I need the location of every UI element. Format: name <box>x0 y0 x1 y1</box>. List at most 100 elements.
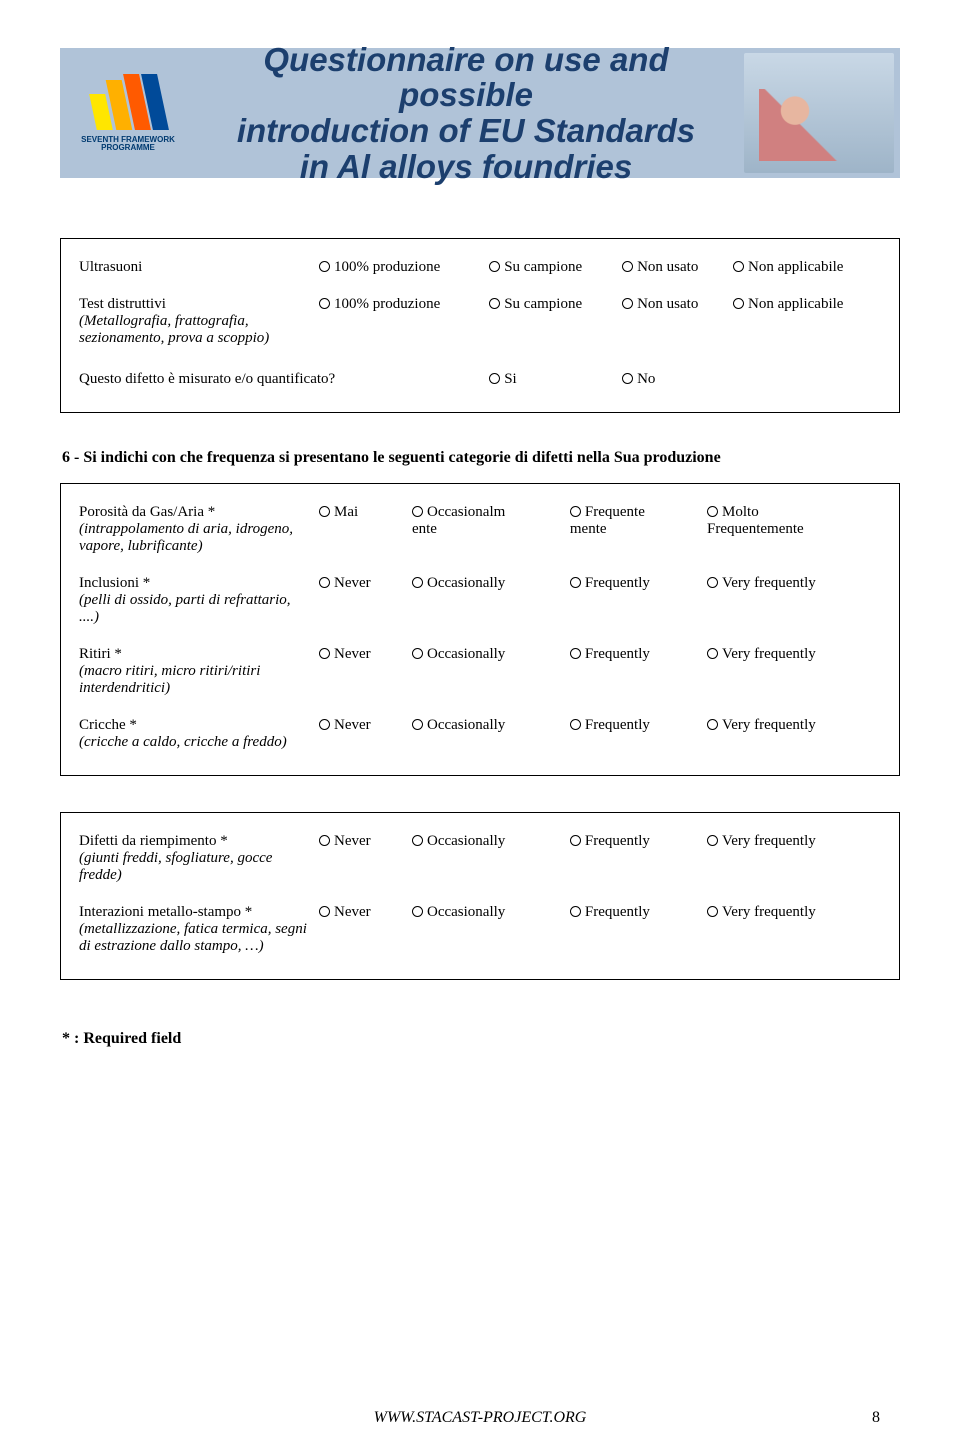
yn-question: Questo difetto è misurato e/o quantifica… <box>79 371 335 387</box>
radio-icon <box>570 719 581 730</box>
row-desc: (intrappolamento di aria, idrogeno, vapo… <box>79 521 293 554</box>
banner-title: Questionnaire on use and possible introd… <box>188 42 744 185</box>
footer-url: WWW.STACAST-PROJECT.ORG <box>0 1409 960 1427</box>
page-number: 8 <box>872 1409 880 1427</box>
radio-icon <box>319 648 330 659</box>
radio-icon <box>570 906 581 917</box>
radio-icon <box>412 577 423 588</box>
radio-icon <box>707 648 718 659</box>
opt-occasionally[interactable]: Occasionally <box>408 894 566 965</box>
row-label: Cricche * <box>79 717 137 733</box>
radio-icon <box>412 506 423 517</box>
required-field-note: * : Required field <box>62 1030 900 1048</box>
opt-occasionally[interactable]: Occasionally <box>408 565 566 636</box>
opt-100[interactable]: 100% produzione <box>315 286 485 357</box>
fp7-flag-icon <box>93 74 163 134</box>
opt-frequently[interactable]: Frequently <box>566 894 703 965</box>
radio-icon <box>319 835 330 846</box>
radio-icon <box>319 298 330 309</box>
row-desc: (macro ritiri, micro ritiri/ritiri inter… <box>79 663 260 696</box>
opt-very-frequently[interactable]: Very frequently <box>703 565 885 636</box>
opt-frequently[interactable]: Frequently <box>566 823 703 894</box>
fp7-logo: SEVENTH FRAMEWORK PROGRAMME <box>68 63 188 163</box>
row-label: Interazioni metallo-stampo * <box>79 904 252 920</box>
row-desc: (giunti freddi, sfogliature, gocce fredd… <box>79 850 272 883</box>
row-desc: (metallizzazione, fatica termica, segni … <box>79 921 307 954</box>
row-label: Ultrasuoni <box>79 259 142 275</box>
row-yesno: Questo difetto è misurato e/o quantifica… <box>75 357 885 398</box>
opt-na[interactable]: Non applicabile <box>729 286 885 357</box>
radio-icon <box>570 648 581 659</box>
radio-icon <box>319 719 330 730</box>
radio-icon <box>489 261 500 272</box>
opt-frequently[interactable]: Frequently <box>566 707 703 761</box>
opt-never[interactable]: Never <box>315 636 408 707</box>
row-destructive: Test distruttivi (Metallografia, frattog… <box>75 286 885 357</box>
row-shrinkage: Ritiri * (macro ritiri, micro ritiri/rit… <box>75 636 885 707</box>
opt-never[interactable]: Mai <box>315 494 408 565</box>
fp7-logo-text: SEVENTH FRAMEWORK PROGRAMME <box>81 136 175 152</box>
row-ultrasuoni: Ultrasuoni 100% produzione Su campione N… <box>75 249 885 286</box>
question-box-tests: Ultrasuoni 100% produzione Su campione N… <box>60 238 900 413</box>
radio-icon <box>707 506 718 517</box>
opt-yes[interactable]: Si <box>485 357 618 398</box>
row-porosity: Porosità da Gas/Aria * (intrappolamento … <box>75 494 885 565</box>
opt-never[interactable]: Never <box>315 894 408 965</box>
opt-very-frequently[interactable]: Very frequently <box>703 636 885 707</box>
row-die-interaction: Interazioni metallo-stampo * (metallizza… <box>75 894 885 965</box>
radio-icon <box>707 906 718 917</box>
opt-very-frequently[interactable]: MoltoFrequentemente <box>703 494 885 565</box>
radio-icon <box>622 373 633 384</box>
radio-icon <box>412 719 423 730</box>
radio-icon <box>733 261 744 272</box>
radio-icon <box>622 261 633 272</box>
row-label: Porosità da Gas/Aria * <box>79 504 215 520</box>
radio-icon <box>570 835 581 846</box>
opt-frequently[interactable]: Frequently <box>566 636 703 707</box>
section-6-heading: 6 - Si indichi con che frequenza si pres… <box>62 449 900 467</box>
row-desc: (cricche a caldo, cricche a freddo) <box>79 734 287 750</box>
radio-icon <box>570 577 581 588</box>
opt-100[interactable]: 100% produzione <box>315 249 485 286</box>
radio-icon <box>489 373 500 384</box>
radio-icon <box>319 261 330 272</box>
radio-icon <box>733 298 744 309</box>
question-box-defects-1: Porosità da Gas/Aria * (intrappolamento … <box>60 483 900 776</box>
radio-icon <box>319 906 330 917</box>
opt-frequently[interactable]: Frequentemente <box>566 494 703 565</box>
row-label: Inclusioni * <box>79 575 150 591</box>
opt-never[interactable]: Never <box>315 707 408 761</box>
radio-icon <box>412 906 423 917</box>
opt-very-frequently[interactable]: Very frequently <box>703 894 885 965</box>
radio-icon <box>707 719 718 730</box>
radio-icon <box>319 577 330 588</box>
radio-icon <box>622 298 633 309</box>
row-label: Difetti da riempimento * <box>79 833 228 849</box>
radio-icon <box>319 506 330 517</box>
opt-sample[interactable]: Su campione <box>485 249 618 286</box>
opt-very-frequently[interactable]: Very frequently <box>703 707 885 761</box>
opt-occasionally[interactable]: Occasionally <box>408 823 566 894</box>
opt-no[interactable]: No <box>618 357 729 398</box>
radio-icon <box>412 835 423 846</box>
opt-frequently[interactable]: Frequently <box>566 565 703 636</box>
opt-sample[interactable]: Su campione <box>485 286 618 357</box>
row-desc: (pelli di ossido, parti di refrattario, … <box>79 592 291 625</box>
opt-occasionally[interactable]: Occasionalmente <box>408 494 566 565</box>
opt-unused[interactable]: Non usato <box>618 249 729 286</box>
opt-na[interactable]: Non applicabile <box>729 249 885 286</box>
opt-never[interactable]: Never <box>315 823 408 894</box>
radio-icon <box>412 648 423 659</box>
opt-unused[interactable]: Non usato <box>618 286 729 357</box>
opt-very-frequently[interactable]: Very frequently <box>703 823 885 894</box>
question-box-defects-2: Difetti da riempimento * (giunti freddi,… <box>60 812 900 980</box>
radio-icon <box>707 835 718 846</box>
row-label: Test distruttivi <box>79 296 166 312</box>
opt-occasionally[interactable]: Occasionally <box>408 636 566 707</box>
row-inclusions: Inclusioni * (pelli di ossido, parti di … <box>75 565 885 636</box>
radio-icon <box>489 298 500 309</box>
opt-occasionally[interactable]: Occasionally <box>408 707 566 761</box>
row-label: Ritiri * <box>79 646 122 662</box>
row-cracks: Cricche * (cricche a caldo, cricche a fr… <box>75 707 885 761</box>
opt-never[interactable]: Never <box>315 565 408 636</box>
